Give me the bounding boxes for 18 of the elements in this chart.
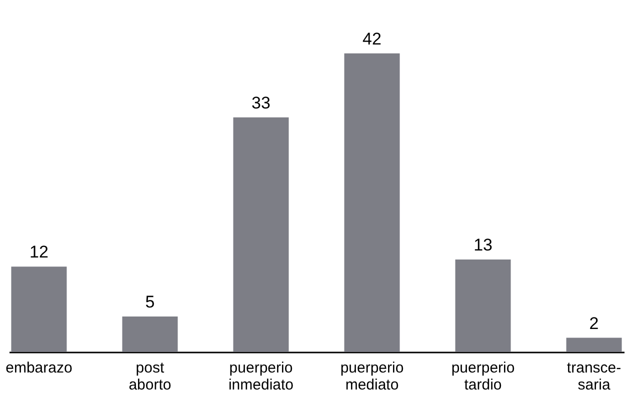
data-label: 12 — [30, 242, 48, 262]
data-label: 42 — [362, 29, 382, 48]
x-tick-label: puerperio mediato — [340, 360, 404, 394]
data-label: 2 — [589, 314, 599, 333]
data-label: 13 — [474, 236, 492, 255]
bar — [344, 53, 400, 352]
bar — [233, 117, 289, 352]
bar — [11, 266, 67, 352]
bar — [122, 316, 178, 352]
x-tick-label: post aborto — [128, 360, 172, 394]
data-label: 5 — [145, 292, 155, 312]
x-tick-label: puerperio inmediato — [228, 360, 294, 394]
bar — [455, 260, 511, 352]
bar — [566, 338, 622, 352]
x-tick-label: embarazo — [6, 360, 72, 376]
data-label: 33 — [252, 93, 270, 112]
x-tick-label: transce- saria — [566, 360, 622, 394]
x-tick-label: puerperio tardio — [451, 360, 515, 394]
